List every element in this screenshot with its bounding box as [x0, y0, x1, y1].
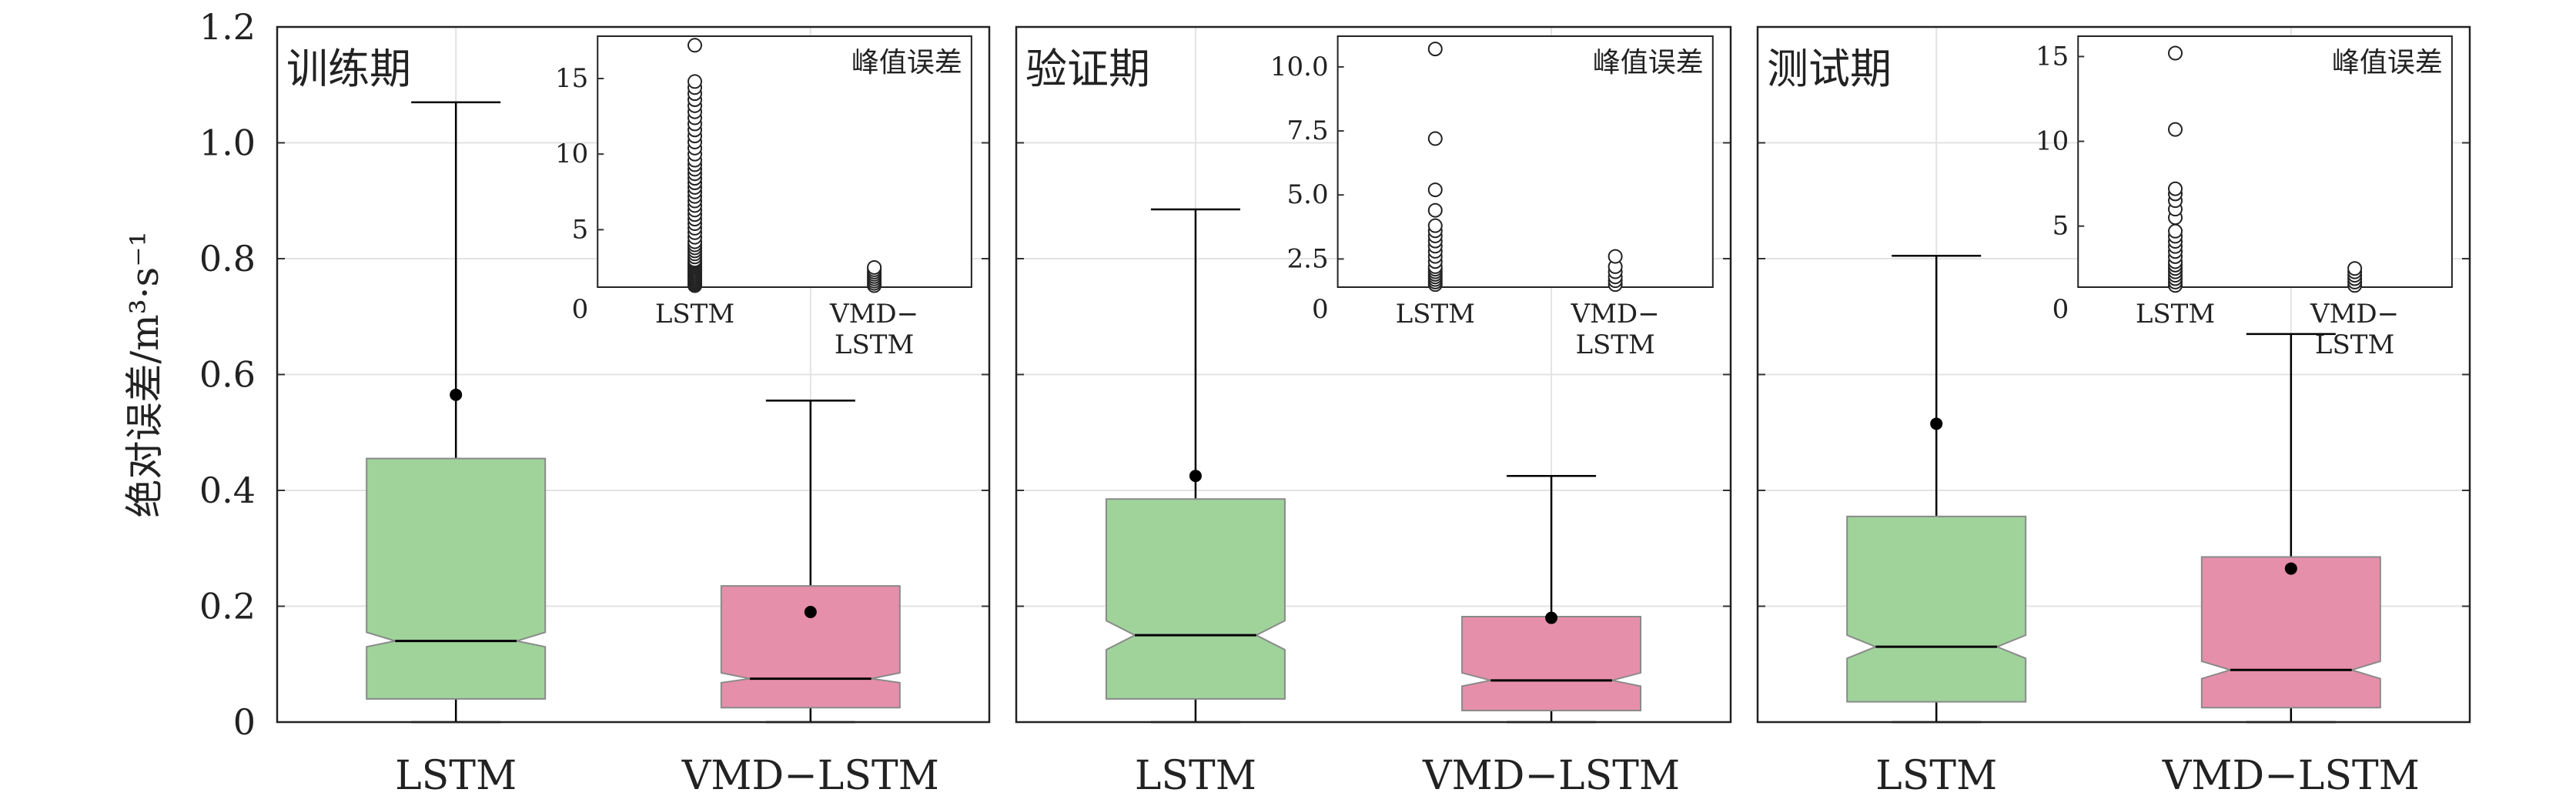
box-vmd-lstm [720, 585, 901, 709]
inset-y-tick-label: 2.5 [1287, 243, 1329, 274]
y-tick-label: 0.4 [199, 470, 256, 511]
inset-y-tick-label: 10 [2036, 126, 2069, 157]
inset-x-tick-label: VMD− [1571, 299, 1660, 329]
inset-y-tick-label: 5 [2052, 211, 2069, 242]
mean-marker [2284, 562, 2297, 575]
inset-x-tick-label: LSTM [2136, 299, 2215, 329]
inset-y-tick-label: 0 [572, 294, 589, 325]
panel-frame [1015, 25, 1732, 724]
panel-title: 测试期 [1767, 45, 1892, 93]
outlier-point [687, 74, 703, 89]
x-tick-label: VMD−LSTM [2162, 753, 2420, 799]
outlier-point [1427, 131, 1443, 146]
box-lstm [1846, 515, 2027, 703]
mean-marker [450, 388, 463, 401]
inset-y-tick-label: 0 [2052, 294, 2069, 325]
inset-frame [2077, 35, 2453, 288]
y-tick-label: 0 [233, 701, 256, 743]
outlier-point [2168, 122, 2183, 137]
mean-marker [804, 606, 817, 619]
y-tick-label: 0.2 [199, 586, 256, 627]
mean-marker [1545, 611, 1558, 624]
inset-y-tick-label: 0 [1312, 294, 1329, 325]
x-tick-label: LSTM [1875, 753, 1997, 799]
y-axis-label: 绝对误差/m³·s⁻¹ [122, 231, 167, 517]
inset-x-tick-label: VMD− [2310, 299, 2399, 329]
outlier-point [1427, 218, 1443, 233]
panel-title: 训练期 [286, 45, 411, 93]
outlier-point [2168, 223, 2183, 239]
mean-marker [1930, 417, 1943, 430]
y-tick-label: 1.2 [199, 6, 256, 48]
inset-title: 峰值误差 [1593, 47, 1704, 79]
outlier-point [867, 259, 882, 275]
box-vmd-lstm [2200, 556, 2381, 709]
inset-y-tick-label: 10.0 [1270, 52, 1329, 82]
inset-x-tick-label: LSTM [835, 329, 914, 360]
y-tick-label: 0.6 [199, 354, 256, 396]
inset-x-tick-label: VMD− [829, 299, 918, 329]
inset-y-tick-label: 5 [572, 214, 589, 245]
inset-y-tick-label: 10 [555, 139, 588, 169]
panel-title: 验证期 [1025, 45, 1150, 93]
box-vmd-lstm [1461, 616, 1642, 711]
inset-frame [597, 35, 972, 288]
inset-x-tick-label: LSTM [1396, 299, 1475, 329]
y-tick-label: 1.0 [199, 122, 256, 164]
inset-title: 峰值误差 [2332, 47, 2443, 79]
inset-y-tick-label: 15 [2036, 41, 2069, 72]
outlier-point [2168, 45, 2183, 61]
x-tick-label: VMD−LSTM [681, 753, 939, 799]
outlier-point [2347, 261, 2363, 276]
x-tick-label: LSTM [395, 753, 517, 799]
outlier-point [1427, 182, 1443, 198]
inset-x-tick-label: LSTM [1575, 329, 1654, 360]
outlier-point [1607, 249, 1623, 264]
inset-frame [1337, 35, 1714, 288]
panel-frame [1756, 25, 2471, 724]
inset-x-tick-label: LSTM [2315, 329, 2394, 360]
outlier-point [687, 38, 703, 53]
box-lstm [1105, 498, 1286, 700]
x-tick-label: VMD−LSTM [1422, 753, 1680, 799]
inset-x-tick-label: LSTM [655, 299, 734, 329]
panel-frame [276, 25, 991, 724]
inset-title: 峰值误差 [851, 47, 962, 79]
mean-marker [1189, 470, 1202, 483]
inset-y-tick-label: 7.5 [1287, 115, 1329, 146]
x-tick-label: LSTM [1135, 753, 1256, 799]
outlier-point [2168, 181, 2183, 196]
outlier-point [1427, 202, 1443, 218]
inset-y-tick-label: 15 [555, 63, 588, 94]
y-tick-label: 0.8 [199, 238, 256, 279]
inset-y-tick-label: 5.0 [1287, 179, 1329, 210]
box-lstm [366, 457, 547, 700]
outlier-point [1427, 42, 1443, 57]
